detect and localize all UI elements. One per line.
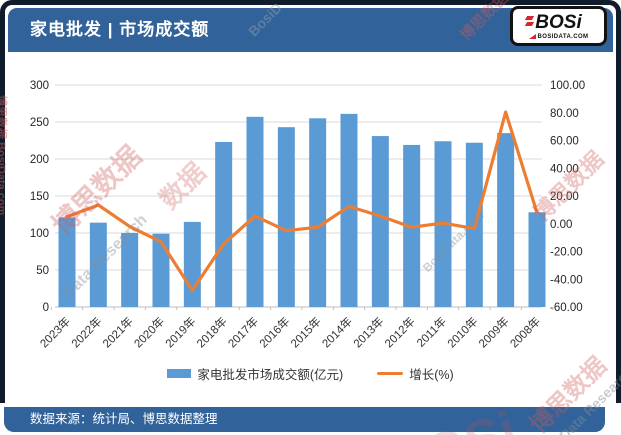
line-series-label: 增长(%) — [409, 368, 454, 382]
right-axis-label: -20.00 — [550, 247, 583, 259]
bar — [340, 113, 358, 307]
left-axis-label: 50 — [36, 265, 49, 277]
legend-item-bar-series: 家电批发市场成交额(亿元) — [167, 364, 343, 383]
x-axis-label: 2010年 — [444, 314, 480, 350]
x-axis-label: 2012年 — [382, 314, 418, 350]
x-axis-label: 2017年 — [225, 314, 261, 350]
bar — [309, 118, 327, 307]
left-axis-label: 0 — [43, 302, 49, 314]
bar — [528, 212, 546, 307]
bosi-logo-word: BOSi — [525, 13, 582, 32]
page-title: 家电批发 | 市场成交额 — [30, 20, 210, 39]
right-axis-label: 60.00 — [550, 136, 579, 148]
left-axis-label: 100 — [30, 228, 49, 240]
footer-bar: 数据来源：统计局、博思数据整理 — [4, 407, 605, 432]
right-axis-label: 40.00 — [550, 163, 579, 175]
x-axis-label: 2020年 — [131, 314, 167, 350]
bar — [277, 127, 295, 308]
bar-series-label: 家电批发市场成交额(亿元) — [197, 368, 344, 382]
x-axis-label: 2016年 — [256, 314, 292, 350]
x-axis-label: 2013年 — [350, 314, 386, 350]
bar — [183, 221, 201, 307]
legend-item-line-series: 增长(%) — [377, 364, 454, 383]
bar — [58, 217, 76, 307]
bar-series-swatch-icon — [167, 369, 192, 378]
right-axis-label: -40.00 — [550, 274, 583, 286]
right-axis-label: 20.00 — [550, 191, 579, 203]
right-axis-label: -60.00 — [550, 302, 583, 314]
logo-red-triangle-icon — [528, 34, 536, 39]
x-axis-label: 2009年 — [476, 314, 512, 350]
x-axis-label: 2021年 — [100, 314, 136, 350]
data-source-text: 数据来源：统计局、博思数据整理 — [30, 412, 218, 426]
bar — [246, 116, 264, 307]
bar — [215, 141, 233, 307]
logo-red-slash-icon — [525, 21, 535, 26]
logo-red-slash-icon — [525, 15, 535, 20]
growth-line — [65, 110, 539, 292]
left-axis-label: 300 — [30, 80, 49, 92]
bosi-logo-domain: BOSIDATA.COM — [537, 33, 589, 40]
bar — [497, 133, 515, 307]
x-axis-label: 2014年 — [319, 314, 355, 350]
x-axis-label: 2018年 — [194, 314, 230, 350]
right-axis-label: 80.00 — [550, 108, 579, 120]
bar — [371, 136, 389, 307]
x-axis-label: 2008年 — [507, 314, 543, 350]
x-axis-label: 2022年 — [68, 314, 104, 350]
left-axis-label: 200 — [30, 154, 49, 166]
x-axis-label: 2015年 — [288, 314, 324, 350]
bosi-logo: BOSi BOSIDATA.COM — [510, 6, 607, 46]
chart-legend: 家电批发市场成交额(亿元) 增长(%) — [0, 364, 621, 383]
bar — [89, 222, 107, 307]
combo-chart: 300 250 200 150 100 50 0 100.00 80.00 60.00 40.00 2… — [30, 80, 585, 350]
x-axis-label: 2023年 — [37, 314, 73, 350]
right-axis-label: 0.00 — [550, 219, 572, 231]
left-axis-label: 150 — [30, 191, 49, 203]
line-series-swatch-icon — [377, 371, 404, 376]
left-axis-label: 250 — [30, 117, 49, 129]
x-axis-label: 2011年 — [414, 314, 450, 350]
bar — [121, 233, 139, 307]
right-axis-label: 100.00 — [550, 80, 585, 92]
x-axis-label: 2019年 — [162, 314, 198, 350]
bar — [152, 233, 170, 307]
